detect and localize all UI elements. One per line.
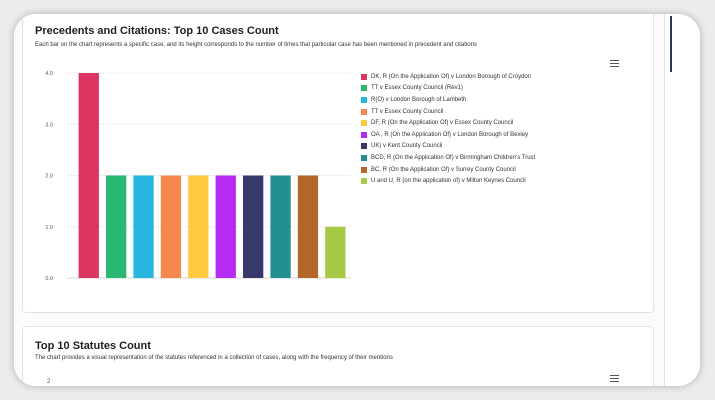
bar-chart: 0.0 1.0 2.0 3.0 4.0 xyxy=(45,71,351,282)
legend-item[interactable]: R(O) v London Borough of Lambeth xyxy=(361,94,651,106)
legend-item[interactable]: U and U, R (on the application of) v Mil… xyxy=(361,175,651,187)
legend-swatch xyxy=(361,166,367,173)
legend-label: DF, R (On the Application Of) v Essex Co… xyxy=(371,120,514,127)
legend-item[interactable]: DF, R (On the Application Of) v Essex Co… xyxy=(361,117,651,129)
legend-label: UK) v Kent County Council xyxy=(371,143,443,150)
y-tick-label-partial: 2 xyxy=(47,379,51,385)
legend-swatch xyxy=(361,154,367,161)
main-content: Precedents and Citations: Top 10 Cases C… xyxy=(14,14,664,386)
chart-menu-icon[interactable] xyxy=(610,60,619,67)
legend-swatch xyxy=(361,96,367,103)
bar[interactable] xyxy=(297,175,319,279)
bar[interactable] xyxy=(270,175,291,279)
chart-menu-icon-statutes[interactable] xyxy=(610,375,619,382)
legend-swatch xyxy=(361,143,367,150)
scroll-indicator[interactable] xyxy=(670,16,672,72)
legend-swatch xyxy=(361,178,367,185)
bar[interactable] xyxy=(106,175,127,279)
chart-card-statutes: Top 10 Statutes Count The chart provides… xyxy=(22,326,654,386)
legend-item[interactable]: TT v Essex County Council (Rev1) xyxy=(361,83,651,95)
y-tick-label: 0.0 xyxy=(45,276,53,282)
y-tick-label: 1.0 xyxy=(45,225,53,231)
bar[interactable] xyxy=(133,175,154,279)
legend-item[interactable]: TT v Essex County Council xyxy=(361,106,651,118)
legend-item[interactable]: BC, R (On the Application Of) v Surrey C… xyxy=(361,164,651,176)
legend-label: R(O) v London Borough of Lambeth xyxy=(371,96,467,103)
legend-label: TT v Essex County Council (Rev1) xyxy=(371,85,463,92)
legend-swatch xyxy=(361,73,367,80)
chart-legend: DK, R (On the Application Of) v London B… xyxy=(361,71,651,187)
chart-title-statutes: Top 10 Statutes Count xyxy=(35,340,151,352)
bar[interactable] xyxy=(243,175,264,279)
legend-item[interactable]: UK) v Kent County Council xyxy=(361,141,651,153)
legend-swatch xyxy=(361,131,367,138)
right-side-panel xyxy=(664,14,700,386)
chart-description: Each bar on the chart represents a speci… xyxy=(35,42,477,48)
legend-item[interactable]: DK, R (On the Application Of) v London B… xyxy=(361,71,651,83)
legend-swatch xyxy=(361,120,367,127)
y-tick-label: 3.0 xyxy=(45,122,53,128)
legend-label: OA , R (On the Application Of) v London … xyxy=(371,131,529,138)
bar[interactable] xyxy=(325,226,346,279)
bar[interactable] xyxy=(215,175,236,279)
legend-label: BC, R (On the Application Of) v Surrey C… xyxy=(371,166,516,173)
legend-label: DK, R (On the Application Of) v London B… xyxy=(371,73,532,80)
bar[interactable] xyxy=(78,73,99,278)
legend-label: U and U, R (on the application of) v Mil… xyxy=(371,178,526,185)
bar[interactable] xyxy=(160,175,182,279)
chart-description-statutes: The chart provides a visual representati… xyxy=(35,355,393,361)
chart-card-cases: Precedents and Citations: Top 10 Cases C… xyxy=(22,14,654,313)
legend-item[interactable]: BCD, R (On the Application Of) v Birming… xyxy=(361,152,651,164)
app-frame: Precedents and Citations: Top 10 Cases C… xyxy=(14,14,700,386)
y-tick-label: 4.0 xyxy=(45,71,53,77)
bar[interactable] xyxy=(188,175,209,279)
legend-item[interactable]: OA , R (On the Application Of) v London … xyxy=(361,129,651,141)
legend-swatch xyxy=(361,85,367,92)
legend-swatch xyxy=(361,108,367,115)
y-tick-label: 2.0 xyxy=(45,174,53,180)
chart-title: Precedents and Citations: Top 10 Cases C… xyxy=(35,25,279,37)
legend-label: BCD, R (On the Application Of) v Birming… xyxy=(371,154,536,161)
legend-label: TT v Essex County Council xyxy=(371,108,444,115)
